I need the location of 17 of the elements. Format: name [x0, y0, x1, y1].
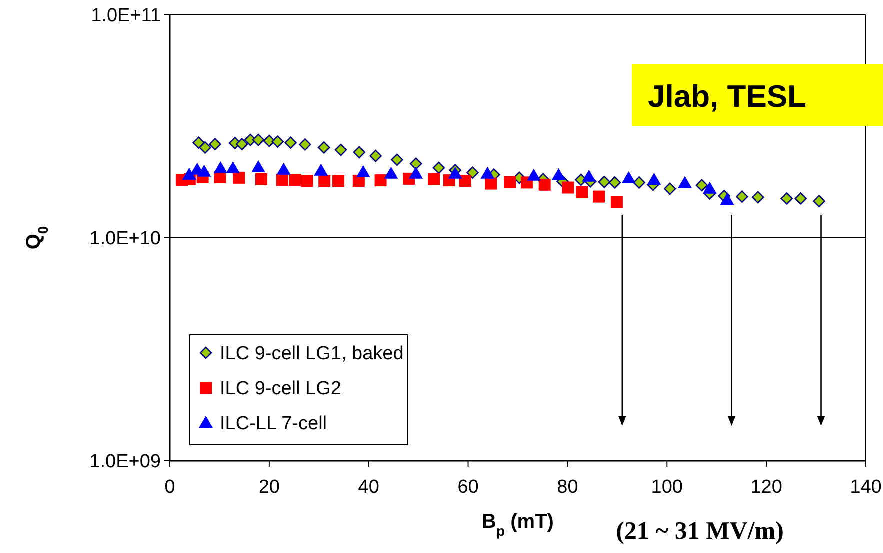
x-axis-title: B$_{p}$ (mT) — [482, 511, 554, 539]
x-tick-label: 20 — [258, 477, 280, 498]
legend-label: ILC 9-cell LG2 — [220, 378, 342, 400]
x-tick-label: 140 — [850, 477, 882, 498]
x-tick-label: 40 — [358, 477, 380, 498]
legend-label: ILC 9-cell LG1, baked — [220, 344, 404, 365]
y-tick-label: 1.0E+11 — [91, 6, 161, 27]
y-tick-label: 1.0E+10 — [90, 228, 161, 250]
annotation: Jlab, TESL — [648, 79, 806, 114]
x-tick-label: 100 — [651, 477, 683, 498]
text: (21 ~ 31 MV/m) — [616, 518, 784, 545]
legend-label: ILC-LL 7-cell — [220, 414, 328, 435]
x-tick-label: 120 — [750, 477, 782, 498]
y-tick-label: 1.0E+09 — [90, 452, 161, 473]
x-tick-label: 0 — [164, 477, 176, 498]
x-tick-label: 80 — [557, 477, 578, 498]
x-tick-label: 60 — [458, 477, 479, 498]
